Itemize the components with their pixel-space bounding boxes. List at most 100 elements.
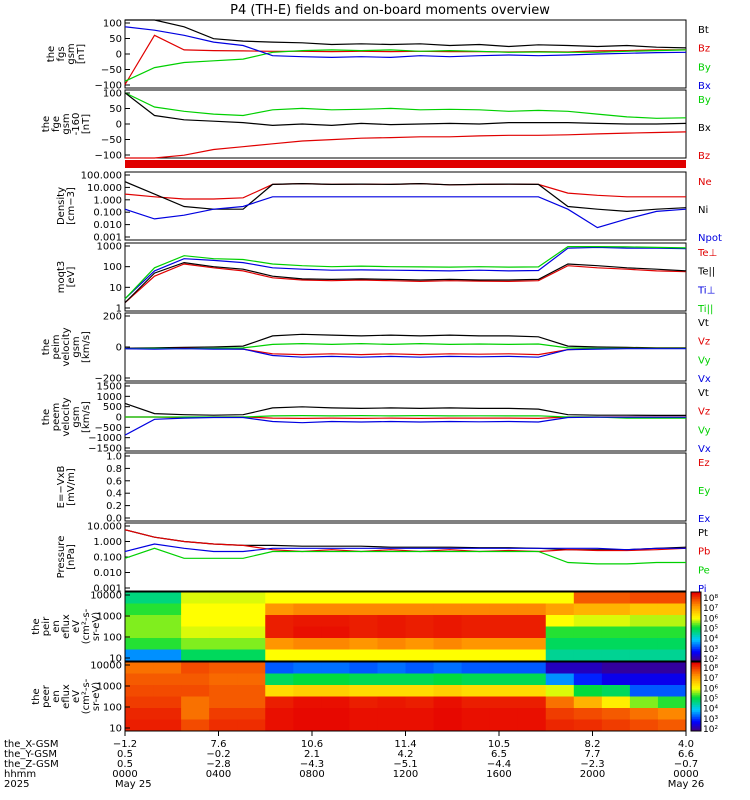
heatmap-cell bbox=[489, 638, 519, 650]
heatmap-cell bbox=[377, 719, 406, 732]
heatmap-cell bbox=[405, 638, 435, 650]
heatmap-cell bbox=[237, 719, 266, 732]
heatmap-cell bbox=[601, 626, 631, 639]
heatmap-cell bbox=[489, 696, 519, 709]
colorbar-segment bbox=[691, 654, 701, 657]
heatmap-cell bbox=[433, 603, 463, 616]
colorbar-segment bbox=[691, 621, 701, 624]
y-tick-label: 0.2 bbox=[106, 501, 122, 512]
colorbar-segment bbox=[691, 605, 701, 609]
colorbar-segment bbox=[691, 670, 701, 673]
heatmap-cell bbox=[517, 662, 547, 674]
heatmap-cell bbox=[377, 638, 406, 650]
colorbar-tick-label: 10⁴ bbox=[703, 635, 718, 645]
y-axis-label-line: the bbox=[31, 618, 42, 634]
x-tick-label: 7.6 bbox=[211, 739, 227, 750]
heatmap-cell bbox=[125, 603, 154, 616]
y-tick-label: 10 bbox=[109, 654, 122, 665]
x-axis-row-label: the_Y-GSM bbox=[4, 749, 57, 760]
series-line-Ti⊥ bbox=[124, 246, 687, 300]
heatmap-cell bbox=[265, 719, 294, 732]
heatmap-cell bbox=[657, 626, 687, 639]
y-axis-label-line: E=−VxB bbox=[56, 466, 67, 509]
y-tick-label: 0.100 bbox=[93, 208, 122, 219]
heatmap-cell bbox=[125, 626, 154, 639]
y-tick-label: −100 bbox=[95, 151, 122, 162]
heatmap-cell bbox=[237, 626, 266, 639]
heatmap-cell bbox=[601, 719, 631, 732]
y-tick-label: 0.0 bbox=[106, 514, 122, 525]
heatmap-cell bbox=[433, 696, 463, 709]
heatmap-cell bbox=[461, 719, 491, 732]
heatmap-cell bbox=[629, 719, 659, 732]
heatmap-cell bbox=[433, 626, 463, 639]
colorbar-segment bbox=[691, 614, 701, 617]
heatmap-cell bbox=[629, 615, 659, 627]
heatmap-cell bbox=[489, 603, 519, 616]
heatmap-cell bbox=[265, 708, 294, 720]
heatmap-cell bbox=[377, 673, 406, 686]
y-tick-label: 1500 bbox=[97, 382, 122, 393]
colorbar-segment bbox=[691, 626, 701, 629]
colorbar-tick-label: 10² bbox=[703, 655, 718, 665]
heatmap-cell bbox=[293, 592, 322, 604]
heatmap-cell bbox=[433, 649, 463, 662]
series-line-By bbox=[124, 92, 687, 119]
series-line-Pe bbox=[124, 547, 686, 565]
heatmap-cell bbox=[573, 719, 603, 732]
heatmap-cell bbox=[629, 662, 659, 674]
chart-title: P4 (TH-E) fields and on-board moments ov… bbox=[230, 3, 550, 18]
x-tick-label: 2000 bbox=[580, 769, 605, 780]
y-tick-label: 1.0 bbox=[106, 452, 122, 463]
colorbar-segment bbox=[691, 710, 701, 713]
y-axis-label-line: [mV/m] bbox=[66, 468, 77, 506]
panel-separator-bar bbox=[125, 160, 686, 168]
colorbar-segment bbox=[691, 687, 701, 691]
colorbar-tick-label: 10⁶ bbox=[703, 614, 718, 624]
heatmap-cell bbox=[349, 626, 378, 639]
heatmap-cell bbox=[181, 685, 210, 697]
heatmap-cell bbox=[461, 603, 491, 616]
colorbar-segment bbox=[691, 657, 701, 660]
heatmap-cell bbox=[601, 592, 631, 604]
heatmap-cell bbox=[377, 592, 406, 604]
heatmap-cell bbox=[545, 592, 575, 604]
series-line-Bt bbox=[125, 19, 687, 49]
y-tick-label: 1.000 bbox=[93, 537, 122, 548]
heatmap-cell bbox=[629, 696, 659, 709]
heatmap-cell bbox=[573, 615, 603, 627]
colorbar-tick-label: 10⁷ bbox=[703, 604, 718, 614]
x-tick-label: −1.2 bbox=[113, 739, 137, 750]
y-tick-label: 1000 bbox=[97, 392, 122, 403]
y-axis-label: Pressure[nPa] bbox=[56, 536, 77, 579]
heatmap-cell bbox=[237, 662, 266, 674]
heatmap-cell bbox=[461, 685, 491, 697]
y-axis-label-line: eV bbox=[71, 620, 82, 633]
heatmap-cell bbox=[125, 615, 154, 627]
y-tick-label: −1000 bbox=[88, 433, 122, 444]
colorbar-segment bbox=[691, 699, 701, 703]
y-axis-label-line: gsm bbox=[71, 406, 82, 427]
y-axis-label-line: sr-eV) bbox=[91, 612, 102, 641]
heatmap-cell bbox=[461, 592, 491, 604]
colorbar-segment bbox=[691, 647, 701, 650]
heatmap-cell bbox=[573, 603, 603, 616]
heatmap-cell bbox=[489, 662, 519, 674]
y-axis-label-line: Pressure bbox=[56, 536, 67, 579]
heatmap-cell bbox=[293, 649, 322, 662]
y-tick-label: 0 bbox=[116, 413, 122, 424]
colorbar-tick-label: 10² bbox=[703, 725, 718, 735]
colorbar-segment bbox=[691, 604, 701, 607]
colorbar-tick-label: 10⁷ bbox=[703, 674, 718, 684]
panel-2: 100 50 0 −50 −100 thefgegsm-160[nT] By Bx Bz bbox=[41, 89, 711, 163]
y-axis-label-line: fge bbox=[51, 116, 62, 132]
colorbar-segment bbox=[691, 679, 701, 682]
colorbar-segment bbox=[691, 675, 701, 679]
colorbar-segment bbox=[691, 629, 701, 633]
legend-entry: Ni bbox=[698, 205, 708, 216]
heatmap-cell bbox=[405, 649, 435, 662]
heatmap-cell bbox=[293, 626, 322, 639]
x-tick-label: May 26 bbox=[668, 779, 705, 790]
heatmap-cell bbox=[265, 662, 294, 674]
